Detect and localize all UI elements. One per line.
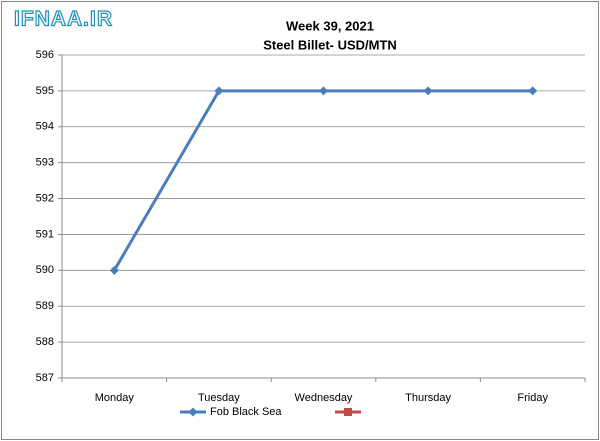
point-marker [109,265,119,275]
y-tick-label: 590 [36,264,54,276]
point-marker [319,86,328,96]
y-tick-label: 591 [36,228,54,240]
point-marker [528,86,538,96]
x-tick-label: Wednesday [295,392,353,404]
x-tick-label: Friday [517,392,548,404]
chart-title: Week 39, 2021 [286,18,374,33]
legend-marker [344,408,352,416]
legend-marker [188,407,198,417]
y-tick-label: 593 [36,157,54,169]
x-tick-label: Monday [95,392,135,404]
y-tick-label: 587 [36,372,54,384]
point-marker [423,86,433,96]
y-tick-label: 592 [36,192,54,204]
x-tick-label: Thursday [405,392,451,404]
y-tick-label: 588 [36,336,54,348]
watermark: IFNAA.IR [14,8,113,31]
point-marker [214,86,224,96]
y-tick-label: 589 [36,300,54,312]
y-tick-label: 595 [36,85,54,97]
y-tick-label: 594 [36,121,54,133]
y-tick-label: 596 [36,49,54,61]
legend-label: Fob Black Sea [210,406,282,418]
chart-subtitle: Steel Billet- USD/MTN [263,37,397,52]
x-tick-label: Tuesday [198,392,240,404]
